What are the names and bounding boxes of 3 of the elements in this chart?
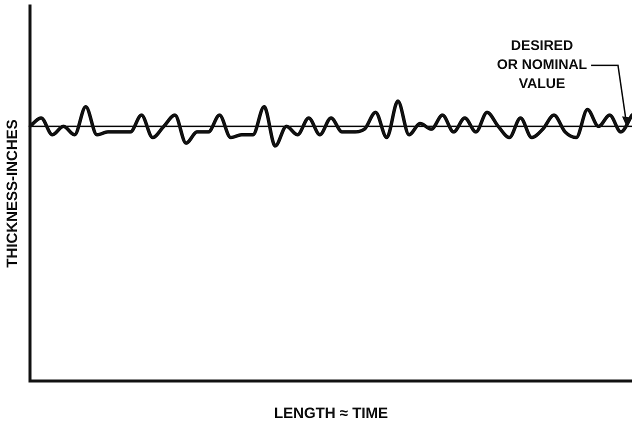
y-axis-title: THICKNESS-INCHES: [4, 119, 22, 268]
x-axis-title: LENGTH ≈ TIME: [274, 405, 388, 422]
ref-line-label: DESIRED OR NOMINAL VALUE: [496, 37, 588, 92]
